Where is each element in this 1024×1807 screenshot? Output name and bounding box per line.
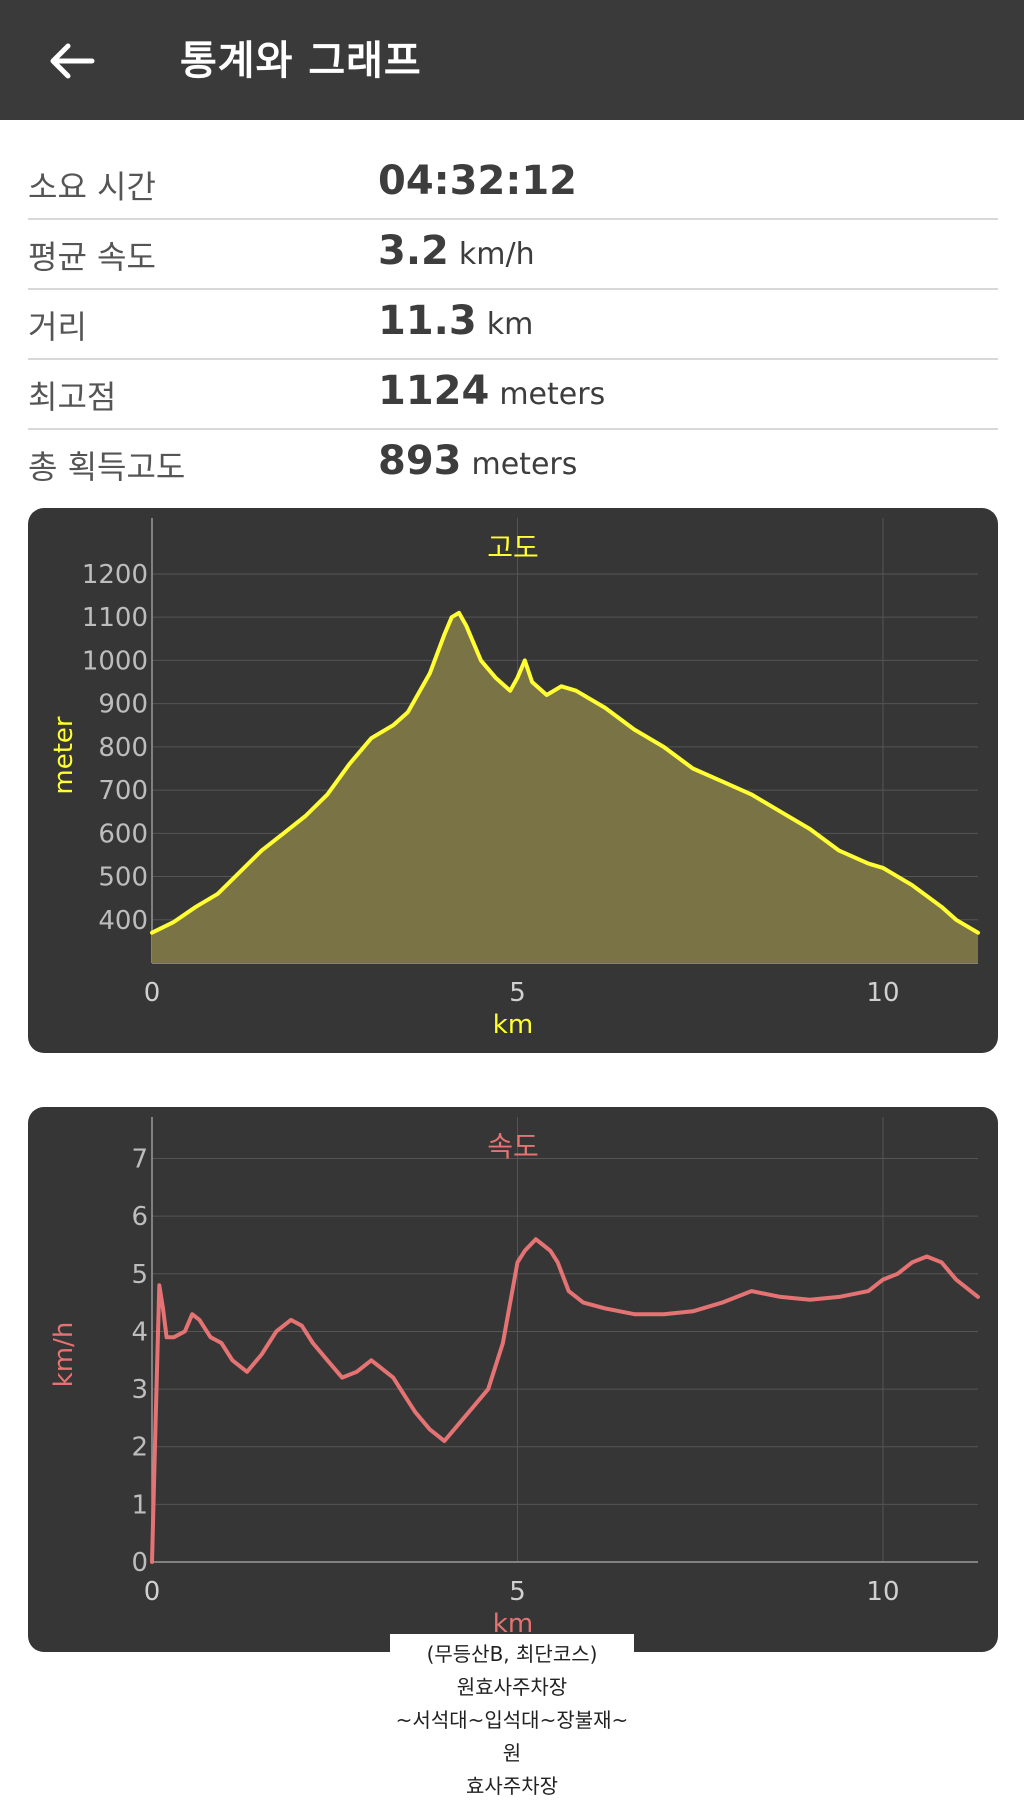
stat-number: 1124 [378,368,490,414]
elevation-chart-card: 400 500 600 700 800 900 1000 1100 1200 0 5 10 고도 km me… [28,508,998,1053]
stat-number: 11.3 [378,298,477,344]
y-tick-label: 6 [131,1202,148,1232]
y-tick-label: 500 [98,863,148,893]
stat-unit: meters [471,447,578,482]
caption-line: (무등산B, 최단코스) [426,1642,598,1666]
y-tick-label: 7 [131,1145,148,1175]
stat-row-max-elevation: 최고점 1124 meters [28,360,998,430]
x-tick-label: 5 [509,978,526,1008]
stat-label: 최고점 [28,378,117,416]
back-button[interactable] [36,26,106,96]
y-tick-label: 0 [131,1548,148,1578]
stat-label: 거리 [28,308,87,346]
stat-row-avg-speed: 평균 속도 3.2 km/h [28,220,998,290]
stat-value: 11.3 km [378,298,533,344]
x-tick-label: 0 [144,978,161,1008]
y-tick-label: 900 [98,690,148,720]
y-tick-label: 4 [131,1317,148,1347]
y-tick-label: 1100 [82,603,148,633]
stat-value: 3.2 km/h [378,228,535,274]
y-axis-label: km/h [49,1322,79,1388]
y-tick-label: 1 [131,1490,148,1520]
elevation-series-line [150,610,980,935]
y-tick-label: 1200 [82,560,148,590]
x-axis-label: km [493,1010,533,1040]
stat-unit: meters [499,377,606,412]
stat-row-distance: 거리 11.3 km [28,290,998,360]
stat-row-total-ascent: 총 획득고도 893 meters [28,430,998,498]
y-tick-label: 600 [98,819,148,849]
stat-label: 평균 속도 [28,238,156,276]
chart-title: 고도 [487,531,539,564]
stat-number: 3.2 [378,228,449,274]
x-tick-label: 10 [866,1577,899,1607]
stat-number: 893 [378,438,462,484]
y-tick-label: 1000 [82,646,148,676]
stat-unit: km [486,307,534,342]
speed-chart-card: 0 1 2 3 4 5 6 7 0 5 10 속도 km km/h [28,1107,998,1652]
stat-label: 소요 시간 [28,168,156,206]
stat-number: 04:32:12 [378,158,577,204]
caption-line: 원효사주차장 [456,1675,568,1699]
y-tick-label: 800 [98,733,148,763]
stat-row-duration: 소요 시간 04:32:12 [28,150,998,220]
app-bar: 통계와 그래프 [0,0,1024,120]
x-tick-label: 0 [144,1577,161,1607]
y-tick-label: 400 [98,906,148,936]
x-tick-label: 5 [509,1577,526,1607]
stat-value: 04:32:12 [378,158,587,204]
chart-title: 속도 [487,1130,539,1163]
y-axis-label: meter [49,716,79,795]
stat-value: 893 meters [378,438,577,484]
caption-line: ~서석대~입석대~장불재~원 [395,1708,629,1765]
y-tick-label: 2 [131,1433,148,1463]
y-tick-label: 3 [131,1375,148,1405]
back-arrow-icon [50,43,95,79]
caption-line: 효사주차장 [466,1774,558,1798]
x-tick-label: 10 [866,978,899,1008]
page-title: 통계와 그래프 [180,38,422,84]
stat-value: 1124 meters [378,368,605,414]
speed-series-line [150,1237,980,1564]
y-tick-label: 700 [98,776,148,806]
stat-label: 총 획득고도 [28,448,186,486]
elevation-chart: 400 500 600 700 800 900 1000 1100 1200 0 5 10 고도 km me… [49,518,980,1040]
route-caption: (무등산B, 최단코스) 원효사주차장 ~서석대~입석대~장불재~원 효사주차장 [390,1634,634,1807]
y-tick-label: 5 [131,1260,148,1290]
stats-list: 소요 시간 04:32:12 평균 속도 3.2 km/h 거리 11.3 km 최… [28,150,998,498]
stat-unit: km/h [458,237,535,272]
elevation-area [152,612,978,963]
